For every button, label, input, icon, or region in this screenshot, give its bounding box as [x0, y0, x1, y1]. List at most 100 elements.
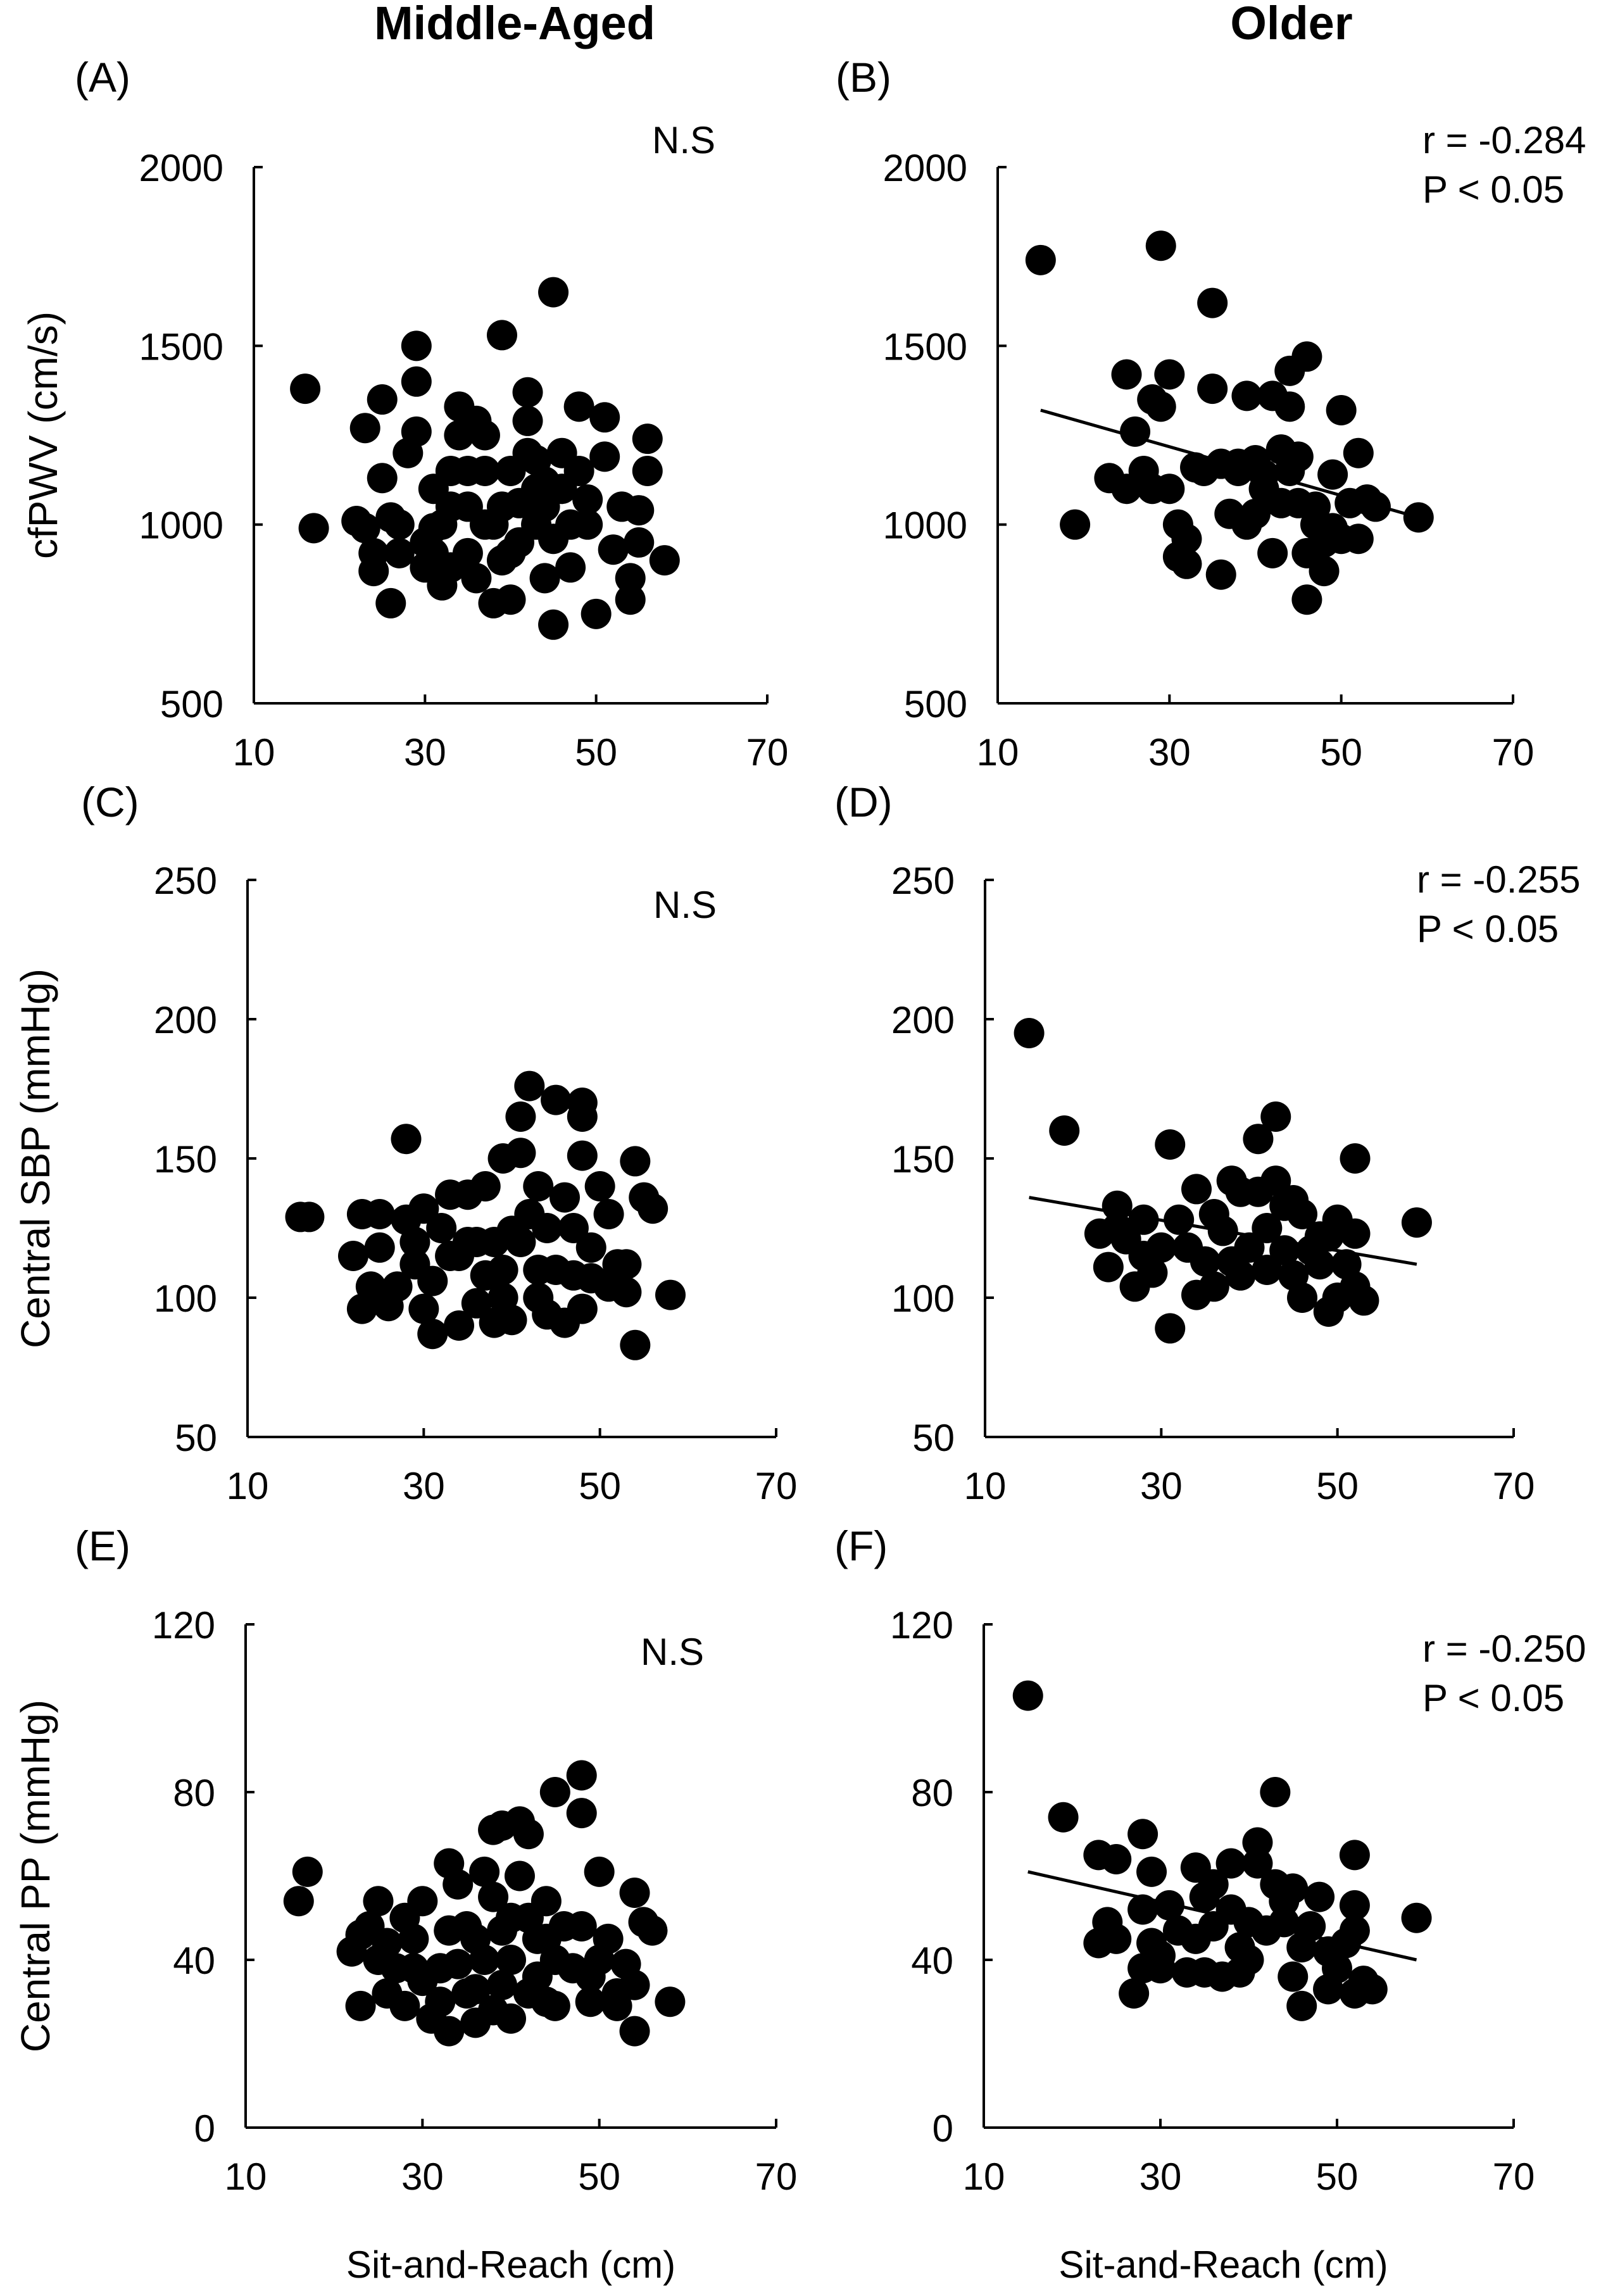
- data-point: [589, 441, 620, 472]
- data-point: [558, 1213, 589, 1243]
- y-tick-label: 500: [160, 683, 223, 725]
- y-tick-label: 0: [194, 2107, 215, 2150]
- x-axis-label: Sit-and-Reach (cm): [1058, 2243, 1388, 2286]
- x-tick-label: 30: [1140, 2155, 1182, 2198]
- y-tick-label: 80: [911, 1772, 953, 1814]
- data-point: [1181, 1174, 1212, 1205]
- data-point: [1291, 584, 1322, 615]
- data-point: [1260, 1777, 1291, 1807]
- data-point: [632, 455, 663, 486]
- data-point: [461, 563, 492, 594]
- y-tick-label: 2000: [139, 147, 223, 189]
- data-point: [338, 1241, 368, 1271]
- data-point: [496, 1902, 526, 1933]
- data-point: [572, 509, 603, 540]
- data-point: [389, 1990, 420, 2021]
- data-point: [655, 1986, 686, 2017]
- y-tick-label: 50: [175, 1417, 217, 1459]
- data-point: [1060, 509, 1091, 540]
- data-point: [1240, 498, 1271, 529]
- data-point: [435, 491, 466, 522]
- data-point: [1171, 524, 1202, 555]
- panel-label: (C): [81, 779, 139, 825]
- x-tick-label: 70: [1493, 1465, 1535, 1507]
- data-point: [601, 1990, 632, 2021]
- data-point: [1343, 437, 1374, 468]
- data-point: [1120, 416, 1151, 447]
- data-point: [1198, 1869, 1229, 1900]
- data-point: [1014, 1018, 1045, 1048]
- data-point: [1401, 1207, 1432, 1238]
- data-point: [401, 330, 432, 361]
- p-value: P < 0.05: [1422, 168, 1564, 211]
- x-tick-label: 30: [403, 1465, 445, 1507]
- data-point: [593, 1923, 624, 1954]
- data-point: [1326, 394, 1357, 425]
- data-point: [470, 1171, 501, 1201]
- data-point: [486, 491, 517, 522]
- y-tick-label: 250: [154, 860, 217, 902]
- data-point: [619, 1969, 650, 2000]
- data-point: [1145, 1953, 1176, 1984]
- data-point: [1155, 1129, 1186, 1160]
- data-point: [425, 1986, 456, 2017]
- x-tick-label: 10: [963, 2155, 1005, 2198]
- data-point: [598, 534, 629, 565]
- data-point: [538, 609, 569, 640]
- x-tick-label: 50: [579, 1465, 621, 1507]
- y-tick-label: 1500: [139, 325, 223, 368]
- data-point: [1215, 1848, 1246, 1879]
- data-point: [624, 495, 655, 526]
- data-point: [1145, 230, 1176, 261]
- data-point: [408, 1193, 439, 1224]
- data-point: [1257, 537, 1288, 568]
- data-point: [363, 1886, 394, 1917]
- y-tick-label: 200: [891, 999, 955, 1041]
- panel-e: (E) 0 40 80 120 10 30 50 70 Central PP (mmHg) Sit-…: [13, 1522, 797, 2286]
- data-point: [513, 1819, 544, 1850]
- data-point: [1401, 1902, 1432, 1933]
- y-axis-label: Central PP (mmHg): [13, 1700, 58, 2052]
- data-point: [1205, 559, 1236, 590]
- data-point: [504, 1860, 535, 1891]
- correlation-r: r = -0.255: [1417, 858, 1581, 901]
- data-point: [611, 1249, 642, 1280]
- significance-label: N.S: [641, 1631, 704, 1673]
- data-point: [1197, 287, 1228, 318]
- data-point: [624, 527, 655, 558]
- data-point: [495, 537, 526, 568]
- x-tick-label: 50: [575, 731, 617, 774]
- data-point: [1137, 1257, 1168, 1288]
- data-point: [637, 1193, 669, 1224]
- data-point: [478, 1881, 509, 1912]
- data-point: [566, 1760, 597, 1791]
- data-point: [1304, 1881, 1335, 1912]
- data-point: [1343, 524, 1374, 555]
- data-point: [539, 1777, 570, 1807]
- significance-label: N.S: [652, 119, 715, 161]
- x-tick-label: 70: [746, 731, 789, 774]
- data-point: [1155, 1313, 1186, 1344]
- y-tick-label: 500: [904, 683, 967, 725]
- data-point: [1198, 1271, 1229, 1302]
- data-point: [384, 509, 415, 540]
- data-point: [593, 1199, 624, 1229]
- data-point: [1242, 1827, 1273, 1858]
- y-tick-label: 1000: [883, 505, 967, 547]
- data-point: [589, 402, 620, 433]
- data-point: [637, 1915, 668, 1946]
- regression-line: [1029, 1196, 1417, 1266]
- data-point: [1171, 548, 1202, 579]
- data-point: [1231, 380, 1262, 411]
- data-point: [563, 391, 594, 422]
- y-tick-label: 120: [890, 1604, 953, 1647]
- y-tick-label: 100: [891, 1277, 955, 1320]
- data-point: [1260, 1165, 1291, 1196]
- data-point: [1287, 1199, 1317, 1229]
- data-point: [1128, 1204, 1159, 1235]
- data-point: [1146, 1232, 1177, 1263]
- panel-d: (D) 50 100 150 200 250 10 30 50 70 r = -0.255 P < 0…: [834, 779, 1581, 1507]
- data-point: [1154, 474, 1185, 505]
- data-point: [555, 552, 586, 583]
- y-tick-label: 0: [932, 2107, 953, 2150]
